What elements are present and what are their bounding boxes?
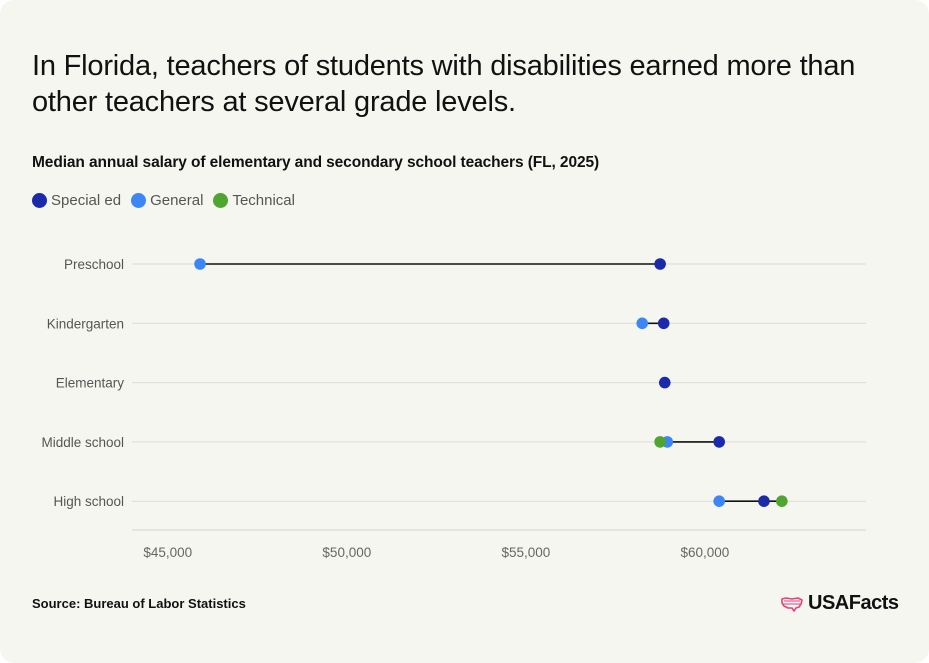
legend: Special ed General Technical [32,192,295,209]
logo-text: USAFacts [808,592,899,614]
legend-label-general: General [150,192,204,209]
category-label: High school [53,494,124,509]
x-tick-label: $60,000 [680,545,729,560]
point-general [636,317,649,330]
point-general [713,495,725,508]
point-general [194,258,206,270]
chart-title: In Florida, teachers of students with di… [32,50,856,118]
point-special-ed [657,317,670,330]
legend-item-technical: Technical [213,192,295,209]
point-special-ed [658,376,671,389]
legend-swatch-technical [213,193,229,208]
legend-item-special-ed: Special ed [32,192,121,209]
chart-subtitle: Median annual salary of elementary and s… [32,154,600,171]
x-tick-label: $55,000 [501,545,550,560]
usafacts-logo: USAFacts [780,592,899,615]
point-technical [776,495,788,508]
legend-item-general: General [131,192,203,209]
legend-swatch-special-ed [32,193,47,208]
category-label: Elementary [56,376,125,391]
source-note: Source: Bureau of Labor Statistics [32,596,246,611]
legend-label-technical: Technical [232,192,295,209]
x-tick-label: $45,000 [143,545,192,560]
category-label: Preschool [64,257,124,272]
point-technical [654,436,666,448]
point-special-ed [758,495,770,508]
point-special-ed [654,258,666,270]
legend-label-special-ed: Special ed [51,192,122,209]
legend-swatch-general [131,193,147,208]
category-label: Kindergarten [47,316,124,331]
point-special-ed [713,436,725,448]
us-map-icon [781,596,803,612]
x-tick-label: $50,000 [322,545,371,560]
category-label: Middle school [41,435,124,450]
